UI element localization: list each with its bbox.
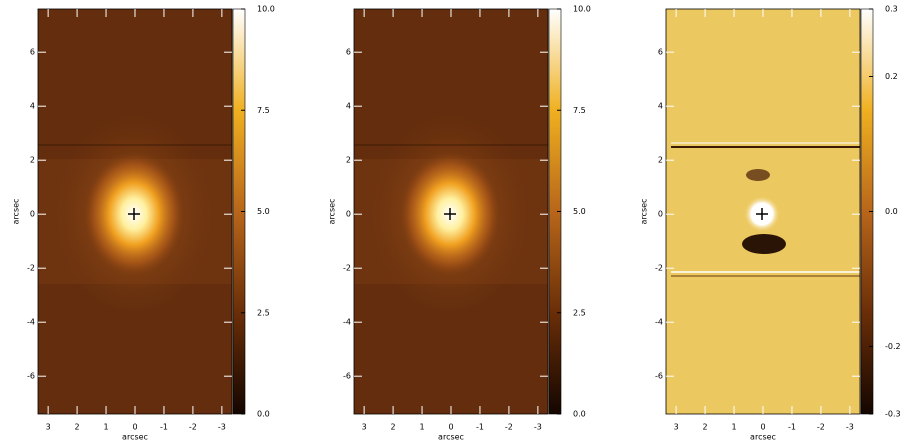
y-tick-label: 6 bbox=[658, 48, 663, 57]
y-tick-label: 4 bbox=[346, 102, 351, 111]
y-tick-label: -6 bbox=[343, 372, 351, 381]
colorbar-tick-label: 10.0 bbox=[573, 5, 591, 14]
y-tick-label: 2 bbox=[346, 156, 351, 165]
x-axis-label: arcsec bbox=[122, 433, 148, 442]
colorbar-tick-label: -0.2 bbox=[885, 342, 901, 351]
image bbox=[353, 8, 549, 415]
x-tick-label: 0 bbox=[448, 423, 453, 432]
y-tick-label: -4 bbox=[27, 318, 35, 327]
colorbar-tick-label: 7.5 bbox=[257, 106, 270, 115]
colorbar-tick-label: 0.3 bbox=[885, 5, 898, 14]
x-tick-label: 1 bbox=[419, 423, 424, 432]
x-tick-label: 2 bbox=[391, 423, 396, 432]
x-tick-label: -3 bbox=[534, 423, 542, 432]
x-tick-label: -1 bbox=[160, 423, 168, 432]
colorbar-tick-label: 2.5 bbox=[257, 308, 270, 317]
colorbar-tick-label: 0.2 bbox=[885, 72, 898, 81]
x-tick-label: 3 bbox=[46, 423, 51, 432]
x-tick-label: 0 bbox=[760, 423, 765, 432]
y-tick-label: 6 bbox=[30, 48, 35, 57]
y-axis-label: arcsec bbox=[640, 199, 649, 225]
x-axis-label: arcsec bbox=[750, 433, 776, 442]
y-tick-label: -6 bbox=[27, 372, 35, 381]
x-tick-label: -3 bbox=[846, 423, 854, 432]
x-tick-label: -2 bbox=[817, 423, 825, 432]
y-tick-label: -4 bbox=[343, 318, 351, 327]
residual bbox=[742, 234, 786, 254]
colorbar-tick-label: 0.0 bbox=[573, 410, 586, 419]
x-tick-label: 0 bbox=[132, 423, 137, 432]
y-tick-label: 0 bbox=[658, 210, 663, 219]
residual bbox=[746, 169, 770, 181]
colorbar-tick-label: 10.0 bbox=[257, 5, 275, 14]
y-tick-label: 2 bbox=[658, 156, 663, 165]
x-tick-label: 2 bbox=[75, 423, 80, 432]
colorbar-tick-label: 5.0 bbox=[573, 207, 586, 216]
x-tick-label: 3 bbox=[362, 423, 367, 432]
x-tick-label: -1 bbox=[788, 423, 796, 432]
x-tick-label: -2 bbox=[505, 423, 513, 432]
colorbar-tick-label: 7.5 bbox=[573, 106, 586, 115]
y-tick-label: 2 bbox=[30, 156, 35, 165]
y-tick-label: -2 bbox=[655, 264, 663, 273]
x-tick-label: 3 bbox=[674, 423, 679, 432]
x-tick-label: 1 bbox=[731, 423, 736, 432]
y-axis-label: arcsec bbox=[12, 199, 21, 225]
y-tick-label: -2 bbox=[343, 264, 351, 273]
y-tick-label: 4 bbox=[30, 102, 35, 111]
colorbar-tick-label: -0.3 bbox=[885, 410, 901, 419]
image bbox=[665, 8, 861, 415]
colorbar-tick-label: 5.0 bbox=[257, 207, 270, 216]
colorbar-tick-label: 0.0 bbox=[257, 410, 270, 419]
x-axis-label: arcsec bbox=[438, 433, 464, 442]
y-tick-label: -2 bbox=[27, 264, 35, 273]
y-tick-label: 6 bbox=[346, 48, 351, 57]
x-tick-label: -2 bbox=[189, 423, 197, 432]
x-tick-label: 1 bbox=[103, 423, 108, 432]
colorbar-tick-label: 2.5 bbox=[573, 308, 586, 317]
y-tick-label: 0 bbox=[30, 210, 35, 219]
y-axis-label: arcsec bbox=[328, 199, 337, 225]
y-tick-label: 0 bbox=[346, 210, 351, 219]
x-tick-label: 2 bbox=[703, 423, 708, 432]
y-tick-label: 4 bbox=[658, 102, 663, 111]
y-tick-label: -6 bbox=[655, 372, 663, 381]
colorbar-tick-label: 0.0 bbox=[885, 207, 898, 216]
image bbox=[37, 8, 233, 415]
x-tick-label: -3 bbox=[218, 423, 226, 432]
y-tick-label: -4 bbox=[655, 318, 663, 327]
x-tick-label: -1 bbox=[476, 423, 484, 432]
